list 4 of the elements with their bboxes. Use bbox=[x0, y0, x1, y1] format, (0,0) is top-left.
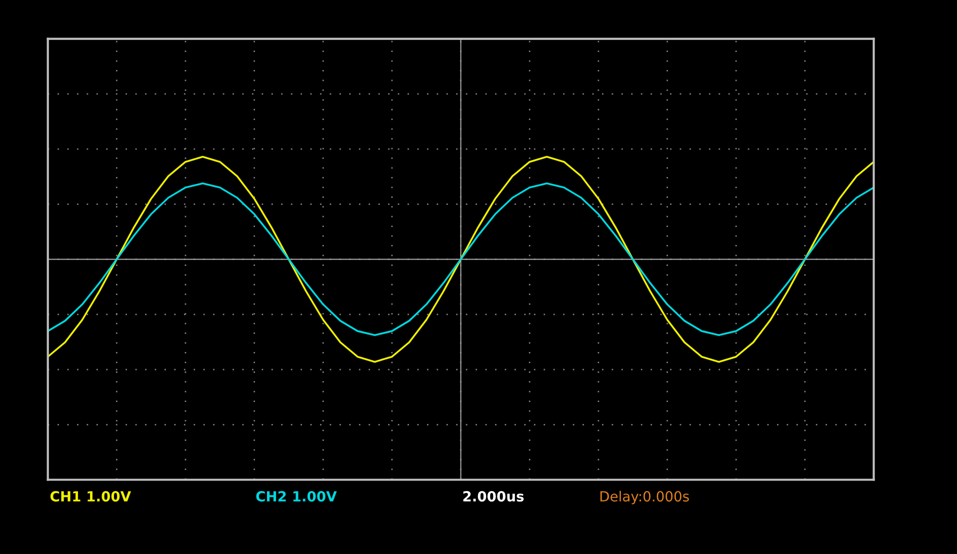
text: CH1 1.00V bbox=[50, 491, 132, 502]
text: 2.000us bbox=[463, 491, 524, 502]
text: CH2 1.00V bbox=[256, 491, 337, 502]
text: Delay:0.000s bbox=[600, 490, 689, 504]
